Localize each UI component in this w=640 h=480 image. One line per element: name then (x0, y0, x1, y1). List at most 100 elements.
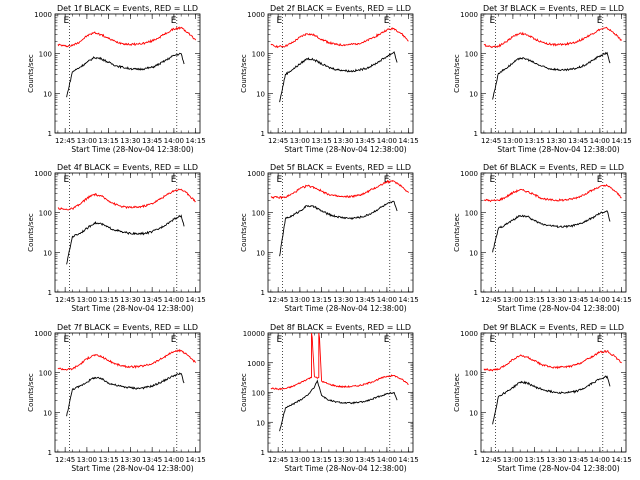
y-tick-label: 100 (252, 51, 265, 59)
y-tick-label: 10 (43, 249, 52, 257)
y-tick-label: 10 (469, 409, 478, 417)
x-tick-label: 14:00 (164, 456, 184, 464)
x-tick-label: 13:15 (99, 296, 119, 304)
x-tick-label: 13:45 (568, 137, 588, 145)
y-axis-title: Counts/sec (240, 213, 248, 252)
x-tick-label: 13:30 (120, 456, 140, 464)
y-tick-label: 1 (48, 289, 52, 297)
y-tick-label: 10 (256, 90, 265, 98)
x-tick-label: 14:15 (399, 456, 419, 464)
y-tick-label: 1000 (247, 11, 265, 19)
x-tick-label: 12:45 (481, 137, 501, 145)
chart-title: Det 2f BLACK = Events, RED = LLD (270, 4, 411, 13)
y-tick-label: 10 (469, 249, 478, 257)
x-tick-label: 14:15 (399, 296, 419, 304)
x-tick-label: 13:00 (77, 456, 97, 464)
y-tick-label: 1000 (34, 170, 52, 178)
x-tick-label: 13:00 (290, 137, 310, 145)
x-tick-label: 14:00 (377, 296, 397, 304)
y-tick-label: 1 (474, 289, 478, 297)
event-marker-label: E (490, 335, 496, 345)
x-tick-label: 13:00 (503, 296, 523, 304)
x-tick-label: 13:15 (312, 296, 332, 304)
y-tick-label: 1 (474, 449, 478, 457)
y-tick-label: 1000 (460, 11, 478, 19)
x-tick-label: 13:45 (142, 456, 162, 464)
plot-frame (54, 172, 201, 293)
series-line-events (492, 375, 611, 425)
x-tick-label: 13:00 (503, 456, 523, 464)
y-tick-label: 10 (256, 249, 265, 257)
x-tick-label: 13:15 (525, 456, 545, 464)
y-tick-label: 100 (252, 210, 265, 218)
series-line-lld (57, 188, 196, 211)
y-tick-label: 1 (261, 289, 265, 297)
plot-frame (480, 332, 627, 453)
x-tick-label: 13:45 (568, 456, 588, 464)
x-axis-title: Start Time (28-Nov-04 12:38:00) (71, 145, 193, 154)
x-axis-title: Start Time (28-Nov-04 12:38:00) (71, 464, 193, 473)
x-tick-label: 12:45 (268, 137, 288, 145)
x-tick-label: 13:45 (355, 456, 375, 464)
x-axis-title: Start Time (28-Nov-04 12:38:00) (284, 464, 406, 473)
x-tick-label: 14:00 (590, 137, 610, 145)
x-tick-label: 13:15 (525, 296, 545, 304)
y-tick-label: 1000 (247, 170, 265, 178)
event-marker-label: E (277, 175, 283, 185)
series-line-events (279, 51, 398, 103)
y-axis-title: Counts/sec (453, 213, 461, 252)
x-axis-title: Start Time (28-Nov-04 12:38:00) (71, 304, 193, 313)
event-marker-label: E (171, 16, 177, 26)
y-tick-label: 100 (39, 210, 52, 218)
y-axis-title: Counts/sec (27, 213, 35, 252)
x-tick-label: 13:00 (77, 137, 97, 145)
event-marker-label: E (277, 335, 283, 345)
y-tick-label: 10 (256, 419, 265, 427)
x-tick-label: 13:00 (503, 137, 523, 145)
event-marker-label: E (171, 175, 177, 185)
x-tick-label: 13:45 (355, 137, 375, 145)
x-tick-label: 12:45 (55, 456, 75, 464)
chart-panel-5: Det 5f BLACK = Events, RED = LLD 1 10 100 10… (240, 163, 419, 313)
x-tick-label: 14:15 (399, 137, 419, 145)
x-tick-label: 13:45 (355, 296, 375, 304)
x-tick-label: 12:45 (268, 456, 288, 464)
x-tick-label: 12:45 (481, 296, 501, 304)
y-tick-label: 1 (261, 130, 265, 138)
x-tick-label: 13:30 (333, 456, 353, 464)
x-tick-label: 13:15 (99, 137, 119, 145)
event-marker-label: E (64, 16, 70, 26)
series-line-events (279, 200, 398, 257)
x-tick-label: 14:00 (377, 137, 397, 145)
y-axis-title: Counts/sec (27, 373, 35, 412)
x-axis-title: Start Time (28-Nov-04 12:38:00) (284, 145, 406, 154)
y-tick-label: 10 (43, 409, 52, 417)
x-tick-label: 12:45 (481, 456, 501, 464)
series-line-lld (270, 333, 409, 391)
x-tick-label: 14:15 (612, 137, 632, 145)
series-line-lld (483, 183, 622, 203)
plot-frame (54, 332, 201, 453)
x-tick-label: 13:30 (546, 456, 566, 464)
x-tick-label: 13:00 (290, 456, 310, 464)
y-axis-title: Counts/sec (453, 373, 461, 412)
x-tick-label: 14:15 (612, 296, 632, 304)
x-tick-label: 13:30 (333, 296, 353, 304)
chart-title: Det 1f BLACK = Events, RED = LLD (57, 4, 198, 13)
y-tick-label: 100 (252, 390, 265, 398)
y-tick-label: 10 (43, 90, 52, 98)
event-marker-label: E (277, 16, 283, 26)
plot-frame (54, 13, 201, 134)
x-tick-label: 13:30 (120, 137, 140, 145)
plot-frame (267, 172, 414, 293)
x-tick-label: 13:00 (290, 296, 310, 304)
x-axis-title: Start Time (28-Nov-04 12:38:00) (497, 145, 619, 154)
x-tick-label: 14:15 (186, 296, 206, 304)
y-tick-label: 100 (39, 370, 52, 378)
event-marker-label: E (597, 175, 603, 185)
chart-panel-2: Det 2f BLACK = Events, RED = LLD 1 10 100 10… (240, 4, 419, 154)
event-marker-label: E (384, 175, 390, 185)
series-line-events (492, 210, 611, 253)
x-axis-title: Start Time (28-Nov-04 12:38:00) (284, 304, 406, 313)
